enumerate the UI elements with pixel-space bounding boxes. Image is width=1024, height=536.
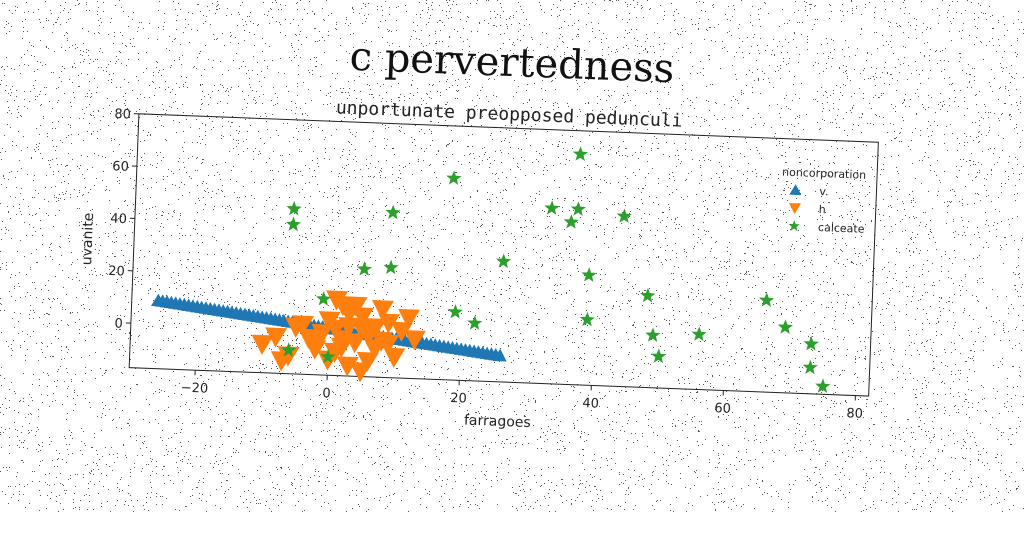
data-point [356,261,372,276]
data-point [563,214,579,229]
chart-subtitle: unportunate preopposed pedunculi [335,97,682,131]
x-tick-label: 80 [846,406,863,422]
data-point [286,216,302,231]
data-point [544,200,560,215]
legend-marker [789,203,801,214]
legend-label: h [818,203,825,216]
series-h [250,288,427,385]
x-tick-label: 40 [582,396,599,412]
data-point [616,208,632,223]
y-tick-label: 0 [114,317,123,332]
data-point [651,348,667,363]
x-tick-label: 20 [450,391,467,407]
x-tick-label: 60 [714,401,731,417]
data-point [581,267,597,282]
data-point [496,253,512,268]
data-point [802,359,818,374]
y-tick-label: 40 [110,212,127,228]
data-point [286,201,302,216]
legend-label: v. [819,185,829,198]
data-point [383,259,399,274]
x-tick-label: 0 [322,386,331,401]
data-point [467,315,483,330]
axis-ticks: −20 0 20 40 60 80 0 20 40 60 80 [104,107,874,422]
y-tick-label: 20 [108,264,125,280]
data-point [579,311,595,326]
data-point [777,319,793,334]
data-point [645,327,661,342]
data-point [573,146,589,161]
legend: noncorporation v. h calceate [780,166,867,236]
data-point [251,335,274,356]
data-point [447,304,463,319]
data-point [803,336,819,351]
data-point [691,326,707,341]
legend-marker [789,184,801,195]
x-axis-label: farragoes [464,413,531,432]
data-point [640,288,656,303]
y-axis-label: uvanite [79,212,97,265]
y-tick-label: 60 [112,159,129,175]
y-tick-label: 80 [114,107,131,123]
data-point [385,204,401,219]
data-point [759,292,775,307]
legend-title: noncorporation [782,166,866,182]
legend-label: calceate [818,221,865,236]
data-point [570,201,586,216]
data-marks [148,130,839,400]
legend-marker [788,220,800,231]
data-point [446,170,462,185]
data-point [815,378,831,393]
x-tick-label: −20 [180,381,208,397]
data-point [383,348,406,369]
